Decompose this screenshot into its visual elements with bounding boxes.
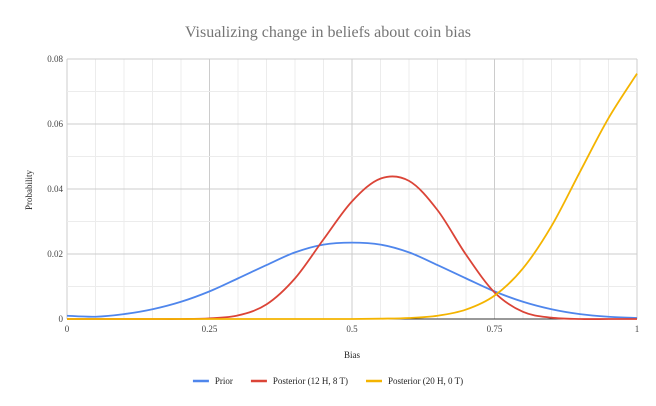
x-tick-label: 1 <box>635 324 640 334</box>
x-tick-labels: 0 0.25 0.5 0.75 1 <box>65 324 640 334</box>
grid <box>66 58 638 320</box>
y-tick-label: 0.02 <box>47 249 63 259</box>
chart-title: Visualizing change in beliefs about coin… <box>185 24 471 41</box>
y-tick-label: 0.06 <box>47 119 63 129</box>
x-tick-label: 0.5 <box>346 324 358 334</box>
y-axis-label: Probability <box>24 170 34 210</box>
legend: Prior Posterior (12 H, 8 T) Posterior (20 … <box>192 376 463 386</box>
x-tick-label: 0 <box>65 324 70 334</box>
y-tick-label: 0 <box>59 314 64 324</box>
y-tick-labels: 0 0.02 0.04 0.06 0.08 <box>47 54 63 324</box>
legend-label-3: Posterior (20 H, 0 T) <box>388 376 463 386</box>
legend-label-2: Posterior (12 H, 8 T) <box>273 376 348 386</box>
y-tick-label: 0.04 <box>47 184 63 194</box>
y-tick-label: 0.08 <box>47 54 63 64</box>
x-tick-label: 0.25 <box>202 324 218 334</box>
legend-label-1: Prior <box>215 376 233 386</box>
series-line-3 <box>66 73 638 320</box>
x-axis-label: Bias <box>344 350 360 360</box>
x-tick-label: 0.75 <box>487 324 503 334</box>
series-lines <box>66 73 638 320</box>
series-line-1 <box>66 241 638 319</box>
